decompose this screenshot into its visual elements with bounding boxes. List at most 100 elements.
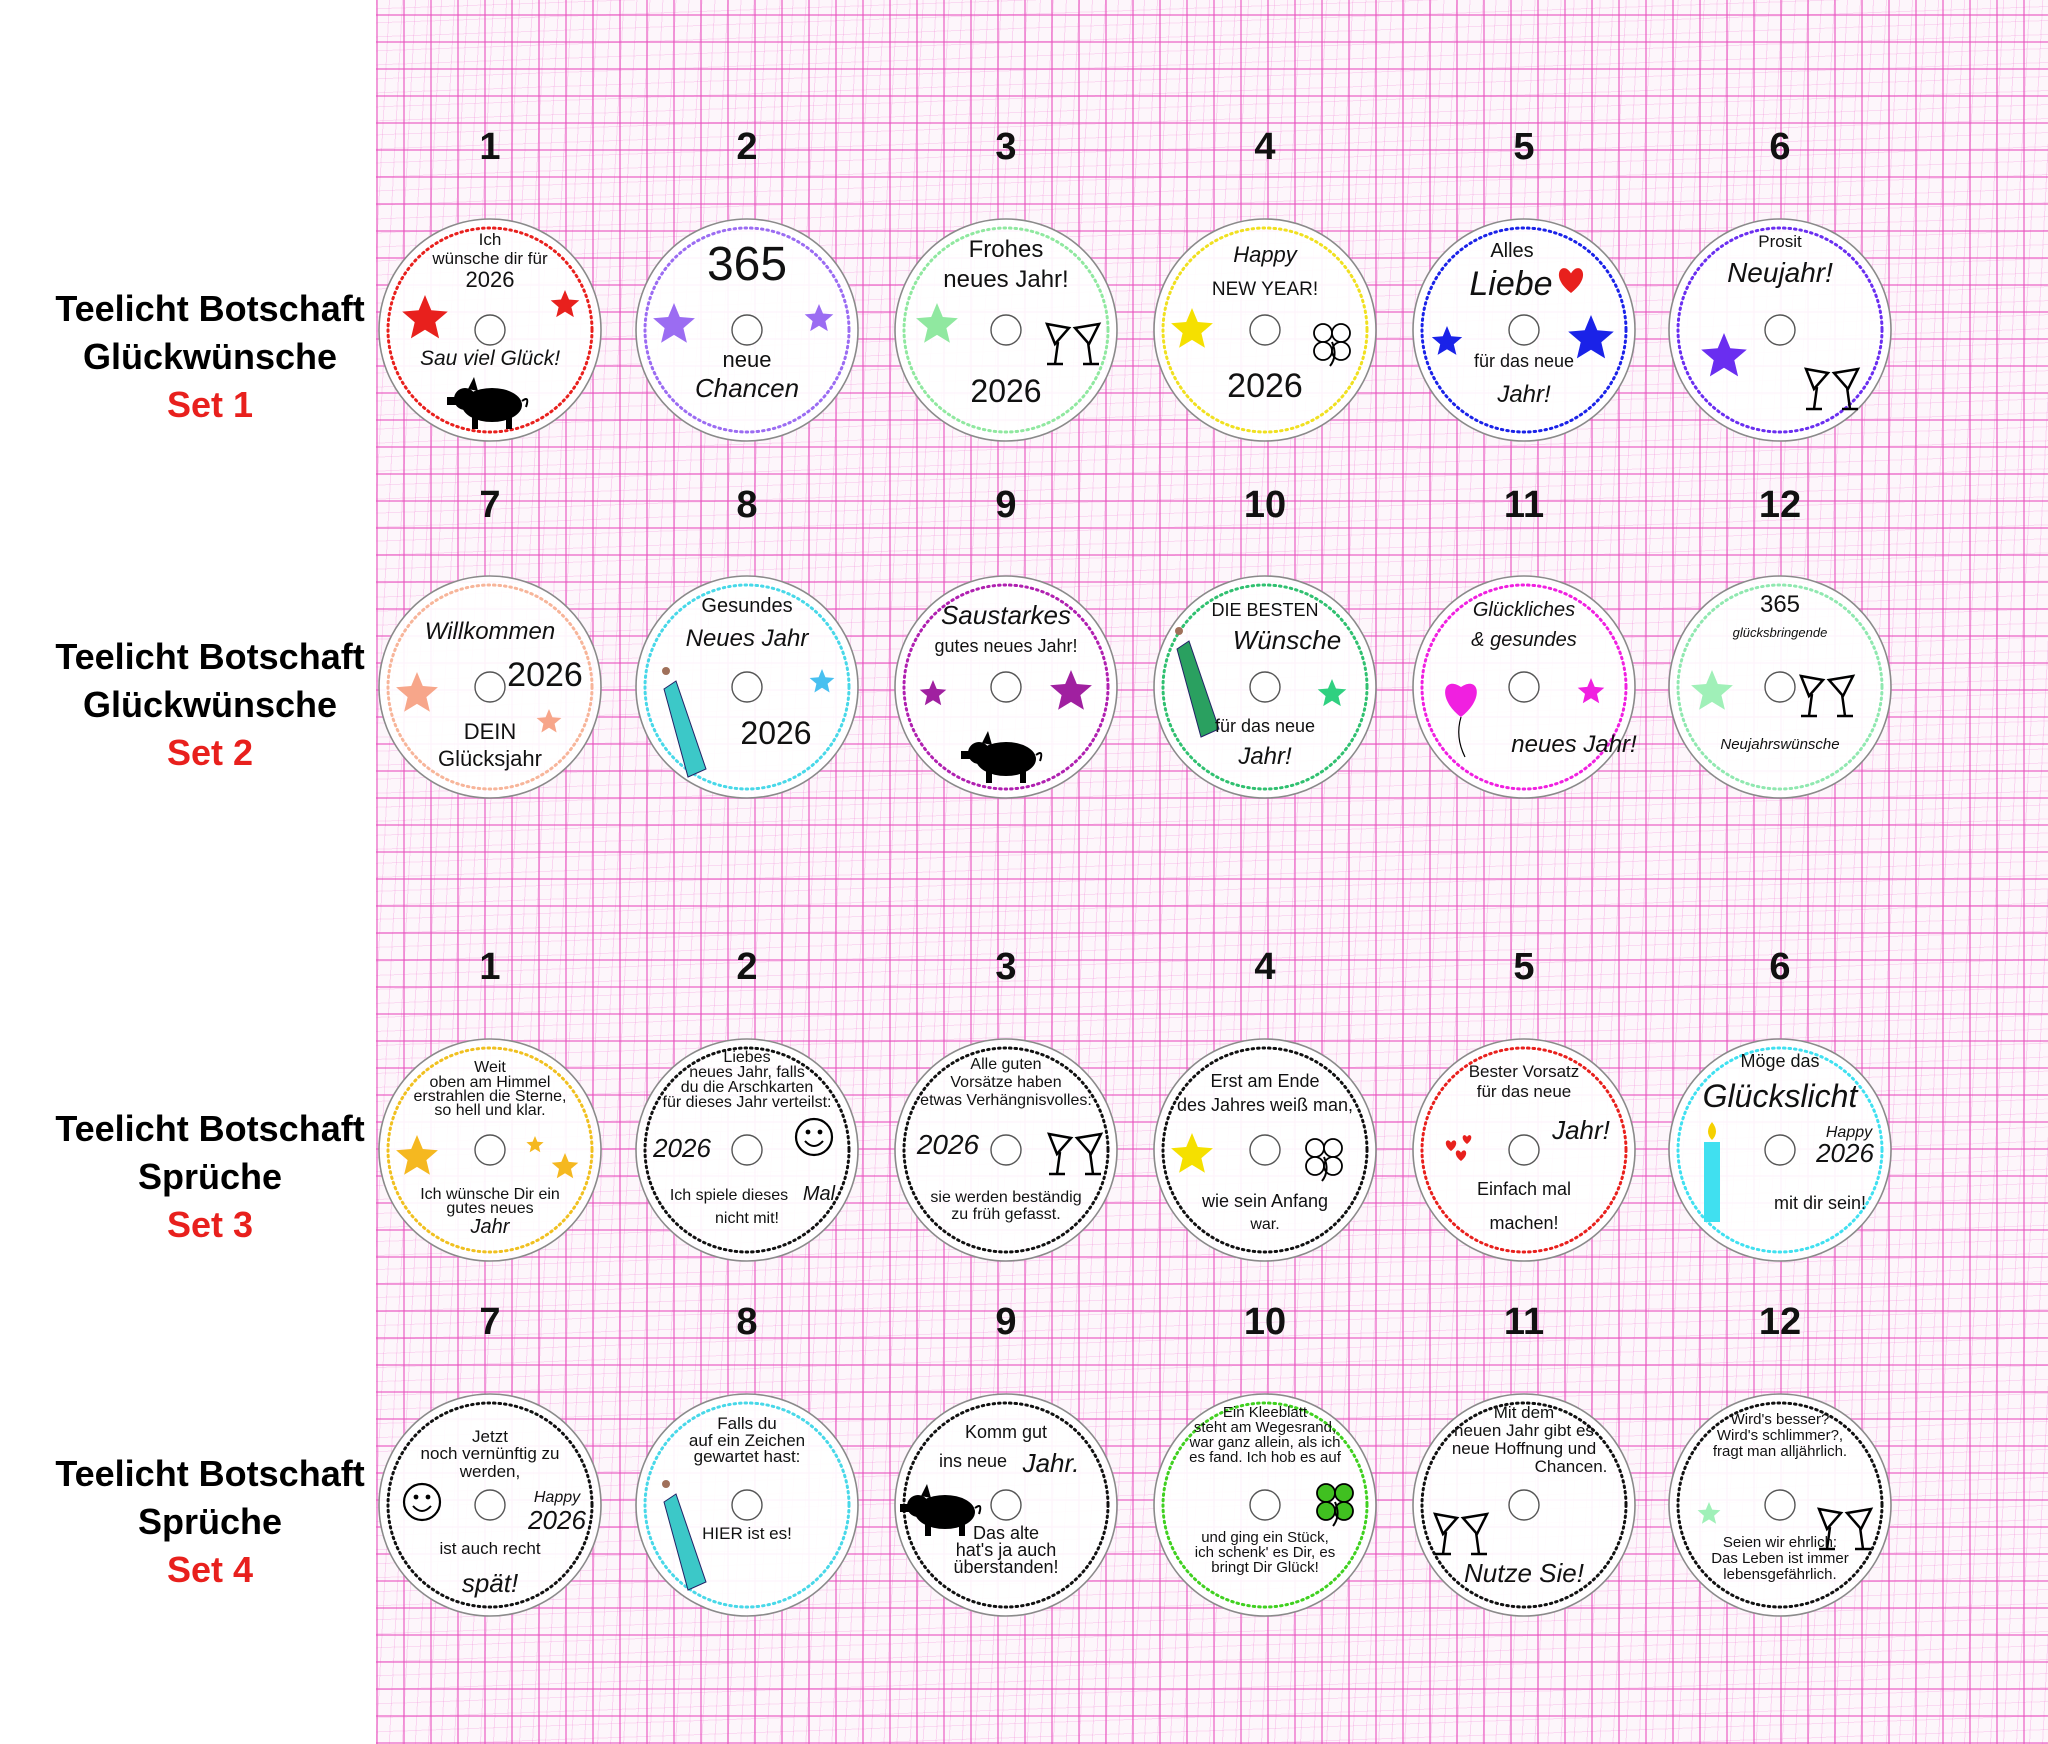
star-icon xyxy=(536,709,562,733)
cocktail-glasses-icon xyxy=(1817,1507,1874,1551)
center-hole xyxy=(474,314,506,346)
star-icon xyxy=(1317,679,1347,707)
disc-text-line: Chancen xyxy=(695,373,799,403)
center-hole xyxy=(731,1489,763,1521)
set-label-title: Teelicht Botschaft xyxy=(55,1453,365,1494)
set-label-number: Set 4 xyxy=(166,1549,254,1590)
disc-text-line: gewartet hast: xyxy=(694,1447,801,1466)
disc-text-line: bringt Dir Glück! xyxy=(1211,1559,1319,1576)
center-hole xyxy=(1764,1489,1796,1521)
disc-text-line: 2026 xyxy=(1227,367,1303,405)
disc-text-line: Wird's schlimmer?, xyxy=(1717,1427,1843,1444)
disc-text-line: Alles xyxy=(1490,240,1533,262)
center-hole xyxy=(1249,314,1281,346)
set-label-category: Sprüche xyxy=(137,1501,283,1542)
disc-text-line: spät! xyxy=(462,1568,518,1598)
disc-text-line: Ich wünsche Dir ein xyxy=(420,1186,560,1203)
disc-text-line: Das Leben ist immer xyxy=(1711,1550,1849,1567)
set-label-category: Glückwünsche xyxy=(82,336,338,377)
disc-text-line: Falls du xyxy=(717,1414,777,1433)
star-icon xyxy=(919,680,947,706)
disc-text-line: nicht mit! xyxy=(715,1210,779,1227)
tealight-disc: Prosit Neujahr! xyxy=(1667,217,1893,443)
dotted-ring xyxy=(1676,1046,1884,1254)
center-hole xyxy=(990,1134,1022,1166)
set-label-2: Teelicht Botschaft Glückwünsche Set 2 xyxy=(0,633,420,777)
disc-text-line: Jetzt xyxy=(472,1427,508,1446)
disc-text-line: 2026 xyxy=(507,656,583,694)
disc-number: 6 xyxy=(1769,126,1791,168)
disc-text-line: sie werden beständig xyxy=(930,1189,1081,1206)
disc-text-line: war ganz allein, als ich xyxy=(1189,1434,1341,1451)
dotted-ring xyxy=(386,1046,594,1254)
disc-number: 8 xyxy=(736,484,758,526)
star-icon xyxy=(1171,308,1213,348)
disc-text-line: neues Jahr! xyxy=(1511,731,1637,758)
star-icon xyxy=(916,303,958,343)
dotted-ring xyxy=(386,1401,594,1609)
center-hole xyxy=(1249,1489,1281,1521)
center-hole xyxy=(474,1489,506,1521)
dotted-ring xyxy=(1676,1401,1884,1609)
tealight-disc: Weit oben am Himmel erstrahlen die Sterne,… xyxy=(377,1037,603,1263)
tealight-disc: 365 neue Chancen xyxy=(634,217,860,443)
tealight-disc: Willkommen 2026 DEIN Glücksjahr xyxy=(377,574,603,800)
balloon-heart-icon xyxy=(1445,683,1477,758)
center-hole xyxy=(1764,1134,1796,1166)
pig-icon xyxy=(961,731,1043,783)
disc-text-line: zu früh gefasst. xyxy=(951,1206,1060,1223)
dotted-ring xyxy=(1161,1401,1369,1609)
dotted-ring xyxy=(1161,1046,1369,1254)
disc-text-line: neues Jahr, falls xyxy=(689,1064,805,1081)
disc-text-line: für dieses Jahr verteilst: xyxy=(663,1094,832,1111)
center-hole xyxy=(990,671,1022,703)
dotted-ring xyxy=(1161,583,1369,791)
tealight-disc: Erst am Ende des Jahres weiß man, wie sein… xyxy=(1152,1037,1378,1263)
star-icon xyxy=(551,1153,579,1179)
disc-text-line: Jahr! xyxy=(1551,1115,1610,1145)
smiley-icon xyxy=(794,1117,834,1157)
disc-number: 11 xyxy=(1503,1301,1545,1343)
disc-text-line: Jahr! xyxy=(1237,743,1292,770)
center-hole xyxy=(1764,314,1796,346)
star-icon xyxy=(402,295,448,339)
disc-text-line: Einfach mal xyxy=(1477,1179,1571,1199)
disc-text-line: werden, xyxy=(459,1462,520,1481)
disc-text-line: Ich spiele dieses xyxy=(670,1187,788,1204)
star-icon xyxy=(1701,333,1747,377)
star-icon xyxy=(1697,1502,1721,1524)
disc-text-line: Möge das xyxy=(1740,1051,1819,1071)
tealight-disc: Alles Liebe für das neue Jahr! xyxy=(1411,217,1637,443)
disc-text-line: Komm gut xyxy=(965,1422,1047,1442)
dotted-ring xyxy=(1676,226,1884,434)
disc-text-line: Nutze Sie! xyxy=(1464,1558,1584,1588)
dotted-ring xyxy=(902,583,1110,791)
disc-text-line: auf ein Zeichen xyxy=(689,1431,805,1450)
dotted-ring xyxy=(643,1046,851,1254)
disc-text-line: 2026 xyxy=(466,267,515,292)
set-label-title: Teelicht Botschaft xyxy=(55,636,365,677)
disc-number: 8 xyxy=(736,1301,758,1343)
disc-text-line: Neujahr! xyxy=(1727,257,1833,288)
disc-text-line: Mit dem xyxy=(1494,1403,1554,1422)
center-hole xyxy=(731,314,763,346)
disc-text-line: steht am Wegesrand, xyxy=(1194,1419,1336,1436)
disc-text-line: mit dir sein! xyxy=(1774,1193,1866,1213)
tealight-disc: Mit dem neuen Jahr gibt es neue Hoffnung u… xyxy=(1411,1392,1637,1618)
disc-text-line: so hell und klar. xyxy=(434,1102,545,1119)
disc-number: 5 xyxy=(1513,126,1535,168)
set-label-number: Set 1 xyxy=(166,384,254,425)
dotted-ring xyxy=(643,583,851,791)
set-label-number: Set 3 xyxy=(166,1204,254,1245)
cocktail-glasses-icon xyxy=(1047,1132,1104,1176)
disc-text-line: Happy xyxy=(1233,242,1299,267)
dotted-ring xyxy=(1420,1046,1628,1254)
disc-text-line: Neues Jahr xyxy=(686,625,810,652)
clover-icon xyxy=(1313,323,1351,367)
disc-text-line: Gesundes xyxy=(701,595,792,617)
disc-text-line: neue xyxy=(723,347,772,372)
champagne-bottle-icon xyxy=(662,1480,707,1591)
disc-text-line: Weit xyxy=(474,1059,506,1076)
disc-number: 9 xyxy=(995,484,1017,526)
clover-icon xyxy=(1305,1138,1343,1182)
